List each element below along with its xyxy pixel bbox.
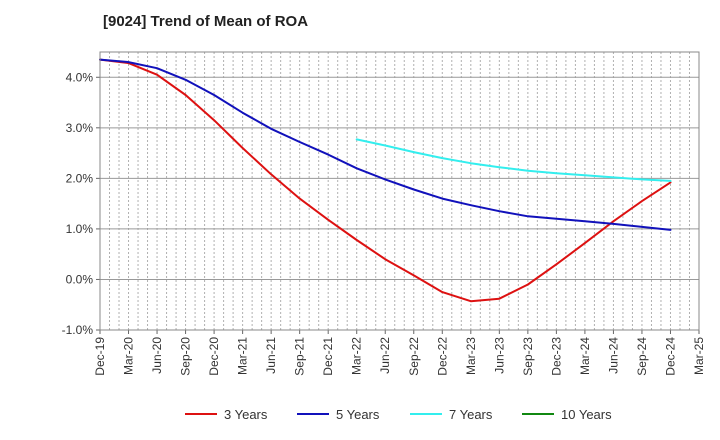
x-tick-label: Jun-24	[606, 337, 620, 374]
x-tick-label: Dec-21	[321, 337, 335, 376]
y-tick-label: -1.0%	[62, 323, 94, 337]
x-tick-label: Mar-24	[578, 337, 592, 375]
x-tick-label: Dec-22	[435, 337, 449, 376]
x-tick-label: Jun-22	[378, 337, 392, 374]
legend-label-7-years: 7 Years	[449, 407, 493, 422]
x-tick-label: Jun-23	[492, 337, 506, 374]
x-tick-label: Dec-23	[549, 337, 563, 376]
series-line-3-years	[99, 58, 672, 303]
x-tick-label: Dec-20	[207, 337, 221, 376]
x-tick-label: Dec-24	[663, 337, 677, 376]
legend-label-3-years: 3 Years	[224, 407, 268, 422]
x-tick-label: Mar-25	[692, 337, 706, 375]
x-tick-label: Jun-21	[264, 337, 278, 374]
x-axis: Dec-19 Mar-20 Jun-20 Sep-20 Dec-20 Mar-21 Jun-…	[93, 330, 706, 376]
y-tick-label: 1.0%	[66, 222, 94, 236]
series-lines	[99, 58, 672, 303]
x-tick-label: Mar-20	[122, 337, 136, 375]
y-tick-label: 2.0%	[66, 171, 94, 185]
x-tick-label: Jun-20	[150, 337, 164, 374]
x-tick-label: Mar-21	[236, 337, 250, 375]
chart-title: [9024] Trend of Mean of ROA	[103, 13, 309, 30]
y-axis: -1.0% 0.0% 1.0% 2.0% 3.0% 4.0%	[62, 70, 100, 337]
x-tick-label: Sep-21	[293, 337, 307, 376]
x-tick-label: Sep-20	[179, 337, 193, 376]
y-tick-label: 0.0%	[66, 272, 94, 286]
x-tick-label: Sep-23	[521, 337, 535, 376]
plot-frame	[99, 51, 700, 331]
plot-background	[100, 52, 699, 330]
x-tick-label: Sep-24	[635, 337, 649, 376]
y-tick-label: 4.0%	[66, 70, 94, 84]
x-tick-label: Mar-22	[350, 337, 364, 375]
legend-label-10-years: 10 Years	[561, 407, 612, 422]
y-tick-label: 3.0%	[66, 121, 94, 135]
x-tick-label: Sep-22	[407, 337, 421, 376]
legend: 3 Years 5 Years 7 Years 10 Years	[185, 407, 612, 422]
x-tick-label: Dec-19	[93, 337, 107, 376]
x-tick-label: Mar-23	[464, 337, 478, 375]
series-line-7-years	[355, 138, 672, 182]
legend-label-5-years: 5 Years	[336, 407, 380, 422]
series-line-5-years	[99, 58, 672, 231]
